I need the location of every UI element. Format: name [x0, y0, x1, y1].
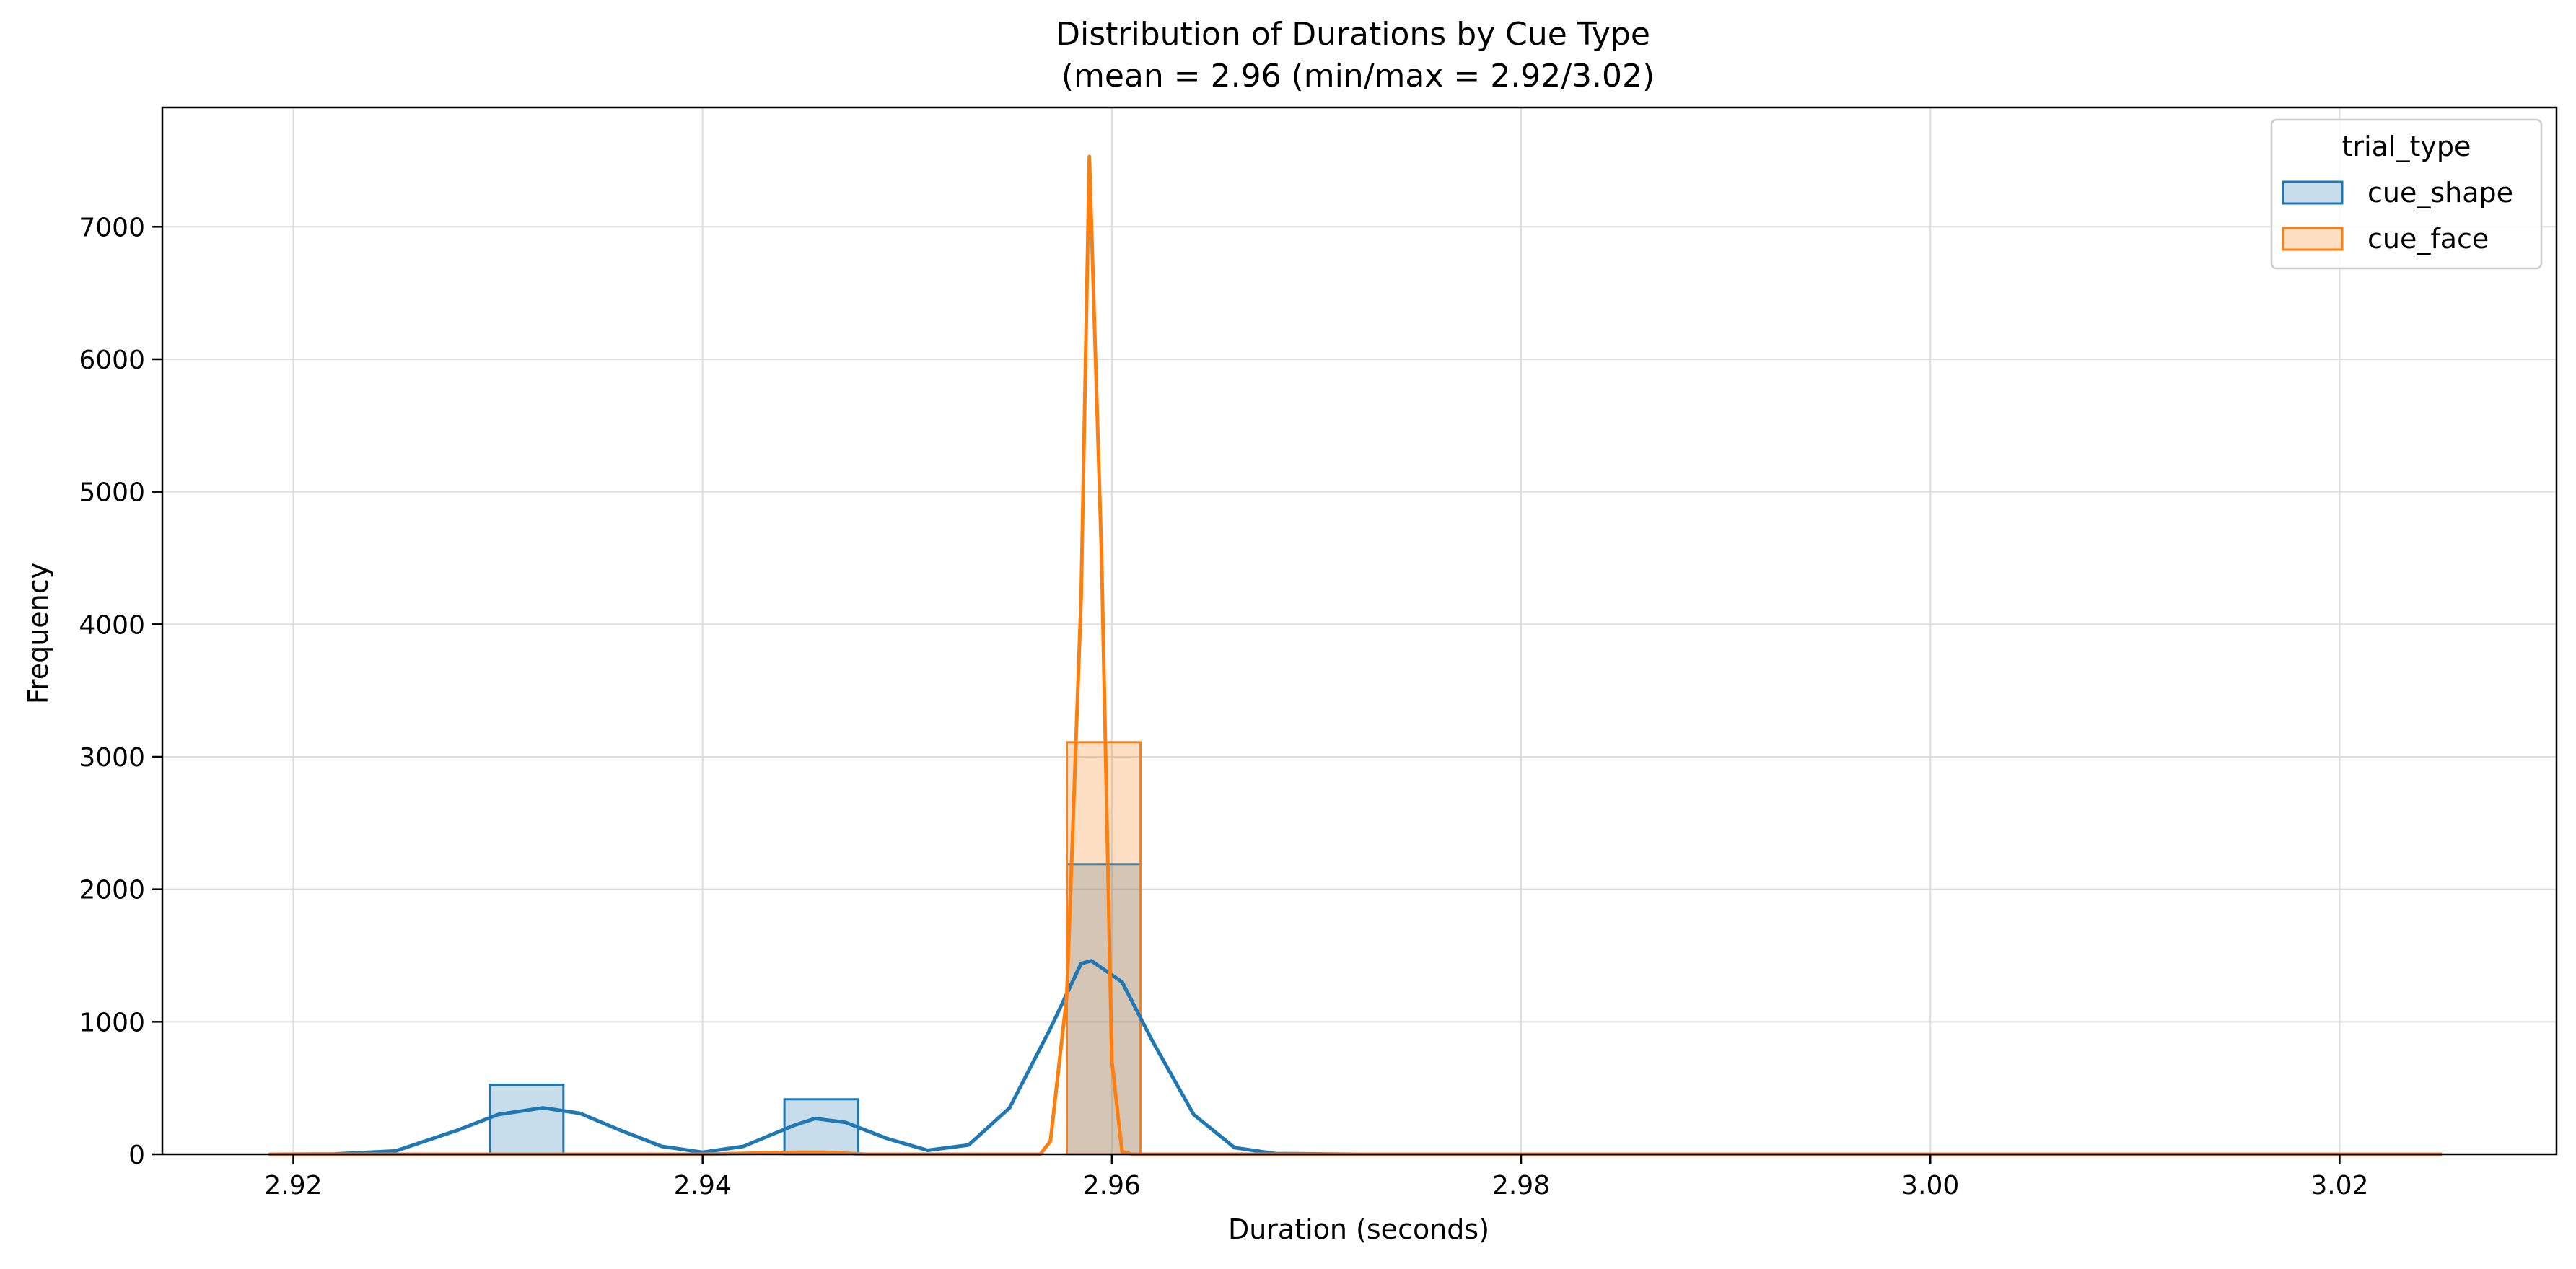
y-tick-label: 2000 [79, 876, 145, 905]
kde-layer [268, 154, 2443, 1156]
y-tick-label: 6000 [79, 346, 145, 375]
bars-layer [489, 741, 1142, 1156]
x-tick-label: 3.02 [2310, 1171, 2368, 1200]
legend-title: trial_type [2342, 131, 2471, 162]
legend-swatch-cue-face [2282, 227, 2344, 251]
bar-cue-face [1065, 741, 1142, 1156]
chart-title-line2: (mean = 2.96 (min/max = 2.92/3.02) [1051, 58, 1655, 95]
x-tick-label: 2.98 [1492, 1171, 1550, 1200]
bar-cue-shape [783, 1098, 859, 1156]
y-axis-label: Frequency [22, 563, 54, 704]
kde-line-cue-face [268, 154, 2443, 1156]
legend-box [2270, 118, 2543, 270]
legend: trial_type cue_shape cue_face [2270, 118, 2543, 270]
bar-cue-shape [489, 1084, 565, 1156]
legend-label-cue-face: cue_face [2367, 223, 2489, 255]
y-tick-label: 0 [128, 1141, 145, 1170]
x-axis-label: Duration (seconds) [1228, 1213, 1489, 1245]
legend-label-cue-shape: cue_shape [2367, 177, 2513, 208]
x-tick-label: 2.92 [264, 1171, 322, 1200]
y-tick-label: 1000 [79, 1008, 145, 1037]
x-tick-label: 3.00 [1901, 1171, 1959, 1200]
y-ticks: 0 1000 2000 3000 4000 5000 6000 7000 [79, 213, 162, 1170]
legend-swatch-cue-shape [2282, 180, 2344, 205]
x-tick-label: 2.96 [1083, 1171, 1141, 1200]
kde-line-cue-shape [268, 959, 2443, 1156]
chart-title-line1: Distribution of Durations by Cue Type [1056, 16, 1650, 53]
y-tick-label: 4000 [79, 610, 145, 640]
x-tick-label: 2.94 [674, 1171, 732, 1200]
grid-layer [162, 107, 2557, 1155]
y-tick-label: 3000 [79, 743, 145, 773]
plot-frame [161, 106, 2558, 1156]
y-tick-label: 5000 [79, 478, 145, 508]
y-tick-label: 7000 [79, 213, 145, 242]
x-ticks: 2.92 2.94 2.96 2.98 3.00 3.02 [264, 1154, 2368, 1200]
